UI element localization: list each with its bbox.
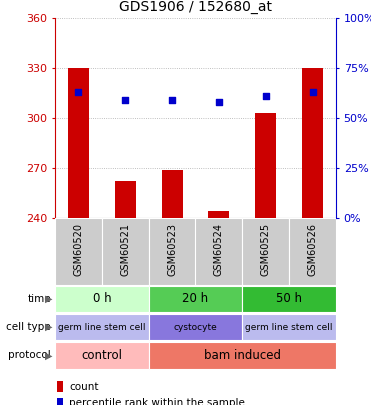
Point bbox=[122, 97, 128, 103]
Bar bbox=[55, 314, 149, 340]
Text: GSM60521: GSM60521 bbox=[120, 224, 130, 276]
Text: germ line stem cell: germ line stem cell bbox=[246, 322, 333, 332]
Bar bbox=[149, 314, 242, 340]
Point bbox=[263, 93, 269, 99]
Point bbox=[310, 89, 316, 95]
Bar bbox=[149, 286, 242, 311]
Text: percentile rank within the sample: percentile rank within the sample bbox=[69, 398, 245, 405]
Text: GSM60520: GSM60520 bbox=[73, 224, 83, 276]
Text: cell type: cell type bbox=[6, 322, 51, 332]
Bar bbox=[161, 170, 183, 218]
Text: ▶: ▶ bbox=[45, 350, 52, 360]
Text: GSM60526: GSM60526 bbox=[308, 224, 318, 276]
Text: GSM60523: GSM60523 bbox=[167, 224, 177, 276]
Bar bbox=[55, 286, 149, 311]
Text: 50 h: 50 h bbox=[276, 292, 302, 305]
Bar bbox=[255, 113, 276, 218]
Bar bbox=[242, 218, 289, 285]
Text: 20 h: 20 h bbox=[183, 292, 209, 305]
Bar bbox=[242, 314, 336, 340]
Point bbox=[75, 89, 81, 95]
Text: cystocyte: cystocyte bbox=[174, 322, 217, 332]
Text: bam induced: bam induced bbox=[204, 349, 281, 362]
Point bbox=[169, 97, 175, 103]
Bar bbox=[55, 218, 102, 285]
Bar bbox=[149, 343, 336, 369]
Text: ▶: ▶ bbox=[45, 294, 52, 304]
Text: GSM60524: GSM60524 bbox=[214, 224, 224, 276]
Text: germ line stem cell: germ line stem cell bbox=[58, 322, 145, 332]
Bar bbox=[68, 68, 89, 218]
Bar bbox=[55, 343, 149, 369]
Text: GSM60525: GSM60525 bbox=[261, 224, 271, 277]
Title: GDS1906 / 152680_at: GDS1906 / 152680_at bbox=[119, 0, 272, 14]
Text: protocol: protocol bbox=[8, 350, 51, 360]
Text: ▶: ▶ bbox=[45, 322, 52, 332]
Bar bbox=[302, 68, 323, 218]
Bar bbox=[57, 381, 63, 392]
Bar bbox=[115, 181, 136, 218]
Point bbox=[216, 99, 222, 105]
Text: count: count bbox=[69, 382, 98, 392]
Text: control: control bbox=[81, 349, 122, 362]
Bar bbox=[242, 286, 336, 311]
Bar bbox=[196, 218, 242, 285]
Bar bbox=[289, 218, 336, 285]
Bar bbox=[102, 218, 149, 285]
Bar bbox=[209, 211, 229, 218]
Text: time: time bbox=[27, 294, 51, 304]
Bar bbox=[57, 398, 63, 405]
Text: 0 h: 0 h bbox=[92, 292, 111, 305]
Bar bbox=[149, 218, 196, 285]
